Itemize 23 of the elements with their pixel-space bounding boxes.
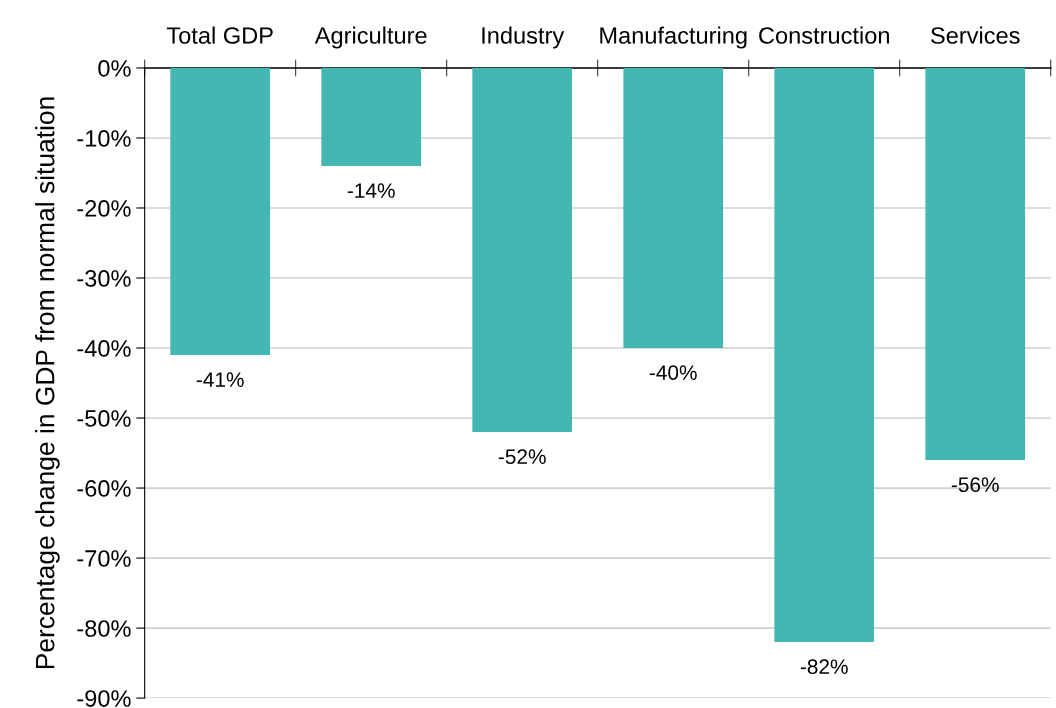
y-tick-label: -10% xyxy=(77,130,131,147)
y-tick-label: -20% xyxy=(77,200,131,217)
x-tick-label: Total GDP xyxy=(166,26,273,44)
y-tick-label: -70% xyxy=(77,550,131,567)
data-label: -52% xyxy=(498,449,546,465)
x-tick-label: Manufacturing xyxy=(600,26,747,49)
x-tick-label: Agriculture xyxy=(314,26,427,49)
x-tick-label: Services xyxy=(931,26,1020,44)
data-label: -40% xyxy=(649,365,697,380)
y-tick-label: 0% xyxy=(98,60,131,77)
y-tick-label: -30% xyxy=(77,270,131,287)
y-tick-label: -50% xyxy=(77,410,131,427)
y-tick-label: -40% xyxy=(77,340,131,357)
x-tick-label: Construction xyxy=(759,26,889,44)
x-tick-label: Industry xyxy=(482,26,565,49)
data-label: -56% xyxy=(951,477,999,493)
data-label: -14% xyxy=(347,183,395,198)
data-label: -41% xyxy=(196,372,244,387)
data-label: -82% xyxy=(800,659,848,675)
y-tick-label: -90% xyxy=(77,690,131,707)
y-tick-label: -60% xyxy=(77,480,131,497)
y-axis-title: Percentage change in GDP from normal situation xyxy=(35,97,60,669)
y-tick-label: -80% xyxy=(77,620,131,637)
